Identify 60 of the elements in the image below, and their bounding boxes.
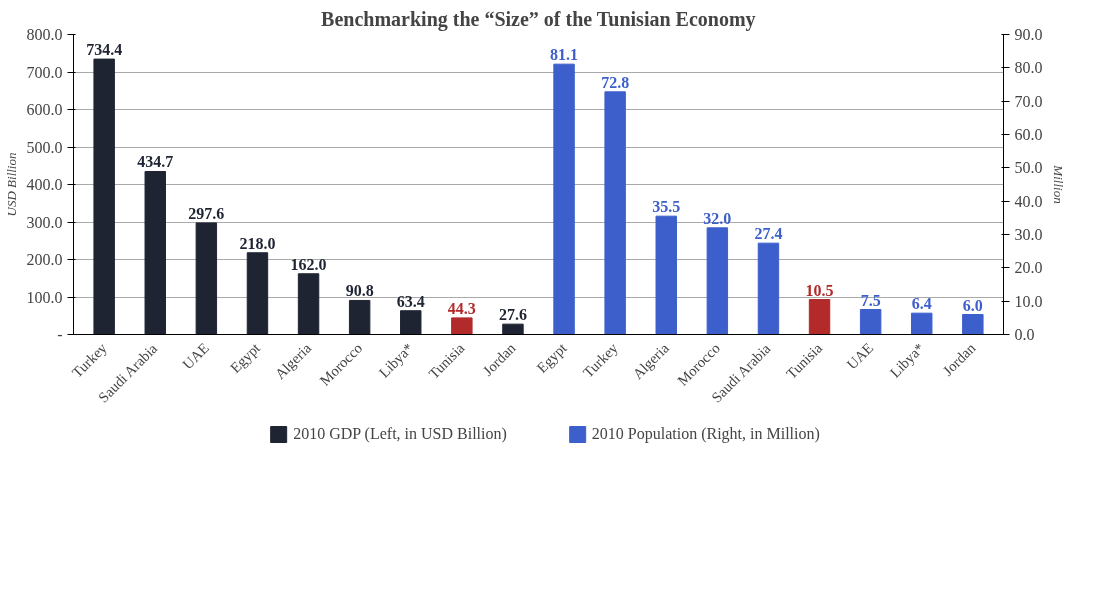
- bar: [808, 299, 831, 335]
- bar: [400, 310, 422, 335]
- bar: [246, 252, 269, 335]
- y2-tick-label: 0.0: [1014, 326, 1035, 343]
- y2-tick-label: 50.0: [1014, 159, 1043, 177]
- data-label: 44.3: [447, 299, 476, 317]
- bar: [706, 227, 729, 335]
- data-label: 27.6: [498, 306, 527, 324]
- y2-tick-label: 40.0: [1014, 192, 1043, 210]
- bar: [604, 91, 626, 335]
- bar: [502, 323, 524, 335]
- y-tick-label: 100.0: [26, 288, 63, 306]
- y-tick-label: 700.0: [26, 63, 63, 81]
- bar: [962, 314, 984, 335]
- y2-axis-title: Million: [1050, 164, 1066, 204]
- data-label: 7.5: [860, 291, 881, 309]
- bar: [911, 312, 933, 335]
- data-label: 297.6: [188, 204, 225, 222]
- data-label: 218.0: [239, 234, 276, 252]
- data-label: 6.4: [911, 295, 932, 313]
- y2-tick-label: 80.0: [1014, 59, 1043, 77]
- bar: [144, 170, 166, 335]
- legend-label: 2010 Population (Right, in Million): [591, 425, 820, 443]
- y2-tick-label: 70.0: [1014, 92, 1043, 110]
- data-label: 162.0: [290, 255, 327, 273]
- data-label: 90.8: [345, 282, 374, 300]
- y2-tick-label: 90.0: [1014, 26, 1043, 43]
- bar: [348, 299, 371, 335]
- y-tick-label: 200.0: [26, 251, 63, 268]
- data-label: 72.8: [601, 73, 630, 91]
- bar: [195, 222, 218, 335]
- data-label: 434.7: [137, 153, 174, 171]
- y-tick-label: 300.0: [26, 213, 63, 231]
- bar: [451, 317, 473, 335]
- y2-tick-label: 60.0: [1014, 126, 1043, 143]
- data-label: 734.4: [86, 41, 123, 59]
- y-tick-label: 800.0: [26, 26, 63, 43]
- bar: [93, 58, 115, 335]
- y2-tick-label: 20.0: [1014, 259, 1043, 277]
- y-tick-label: 500.0: [26, 138, 63, 156]
- data-label: 6.0: [962, 296, 983, 314]
- bar: [757, 242, 780, 335]
- y-tick-label: 600.0: [26, 101, 63, 118]
- data-label: 81.1: [550, 46, 579, 64]
- y2-tick-label: 30.0: [1014, 226, 1043, 243]
- bar: [859, 309, 882, 335]
- y-tick-label: 400.0: [26, 176, 63, 193]
- data-label: 63.4: [396, 292, 425, 310]
- data-label: 27.4: [754, 225, 783, 243]
- bar: [553, 63, 575, 335]
- data-label: 10.5: [805, 281, 834, 299]
- data-label: 35.5: [652, 198, 681, 216]
- y2-tick-label: 10.0: [1014, 292, 1043, 310]
- bar: [297, 273, 320, 335]
- y-axis-title: USD Billion: [3, 152, 19, 217]
- y-tick-label: -: [57, 326, 63, 343]
- data-label: 32.0: [703, 209, 732, 227]
- chart-title: Benchmarking the “Size” of the Tunisian Economy: [321, 7, 756, 31]
- bar: [655, 215, 677, 335]
- legend-label: 2010 GDP (Left, in USD Billion): [293, 425, 507, 443]
